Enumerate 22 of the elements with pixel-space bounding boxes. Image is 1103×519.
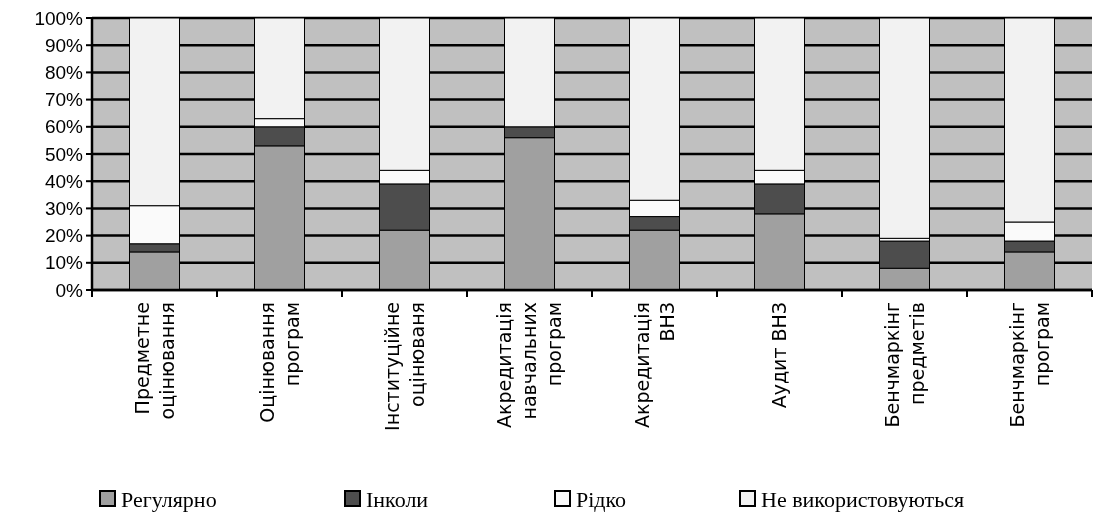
legend-label: Не використовуються: [761, 486, 965, 512]
y-tick-label: 50%: [44, 143, 84, 165]
y-tick-label: 80%: [44, 62, 84, 84]
x-tick-label: Бенчмаркінг предметів: [880, 301, 928, 428]
y-tick-label: 100%: [34, 7, 84, 29]
x-tick-label: Предметне оцінювання: [130, 302, 178, 420]
legend-label: Рідко: [576, 486, 627, 512]
y-tick-label: 30%: [44, 198, 84, 220]
y-tick-label: 90%: [44, 34, 84, 56]
x-tick-label: Оцінювання програм: [255, 302, 303, 423]
x-tick-label: Бенчмаркінг програм: [1005, 301, 1053, 428]
y-tick-label: 60%: [44, 116, 84, 138]
y-tick-label: 70%: [44, 89, 84, 111]
y-tick-label: 20%: [44, 225, 84, 247]
y-tick-label: 0%: [55, 279, 84, 301]
x-tick-label: Аудит ВНЗ: [768, 302, 791, 409]
legend-label: Інколи: [366, 486, 429, 512]
x-tick-label: Акредитація ВНЗ: [630, 302, 678, 429]
y-tick-label: 40%: [44, 170, 84, 192]
legend-label: Регулярно: [121, 486, 217, 512]
y-tick-label: 10%: [44, 252, 84, 274]
x-tick-label: Акредитація навчальних програм: [493, 302, 566, 429]
